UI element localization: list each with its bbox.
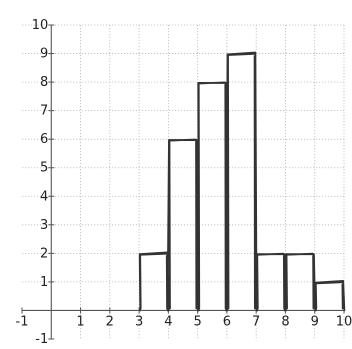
x-tick-label: 8 [281, 314, 289, 329]
x-tick-label: 7 [252, 314, 260, 329]
y-tick-label: 10 [32, 18, 49, 33]
y-tick-label: 4 [40, 189, 48, 204]
x-tick-label: 2 [106, 314, 114, 329]
histogram-bar [197, 81, 229, 312]
y-tick-label: 2 [40, 246, 48, 261]
y-tick-label: 1 [40, 275, 48, 290]
y-tick-label: 9 [40, 47, 48, 62]
x-tick-label: 1 [76, 314, 84, 329]
histogram-bar [255, 252, 287, 312]
histogram-bar [138, 251, 170, 312]
tick-labels: -1 1 2 3 4 5 6 7 8 9 10 -1 1 2 3 4 5 6 7 8 9 10 [16, 18, 352, 347]
x-tick-label: -1 [16, 314, 29, 329]
y-tick-label: 8 [40, 75, 48, 90]
x-tick-label: 3 [135, 314, 143, 329]
grid-lines [22, 24, 345, 339]
y-tick-label: 7 [40, 104, 48, 119]
histogram-bar [283, 252, 317, 312]
histogram-bar [225, 51, 258, 312]
x-tick-label: 10 [336, 314, 352, 329]
y-tick-label: -1 [35, 332, 48, 347]
tick-marks [21, 24, 345, 340]
x-tick-label: 4 [164, 314, 172, 329]
y-tick-label: 5 [40, 161, 48, 176]
x-tick-label: 6 [223, 314, 231, 329]
histogram-bar [166, 138, 199, 312]
axes [22, 25, 344, 339]
x-tick-label: 5 [193, 314, 201, 329]
y-tick-label: 6 [40, 132, 48, 147]
x-tick-label: 9 [311, 314, 319, 329]
y-tick-label: 3 [40, 218, 48, 233]
histogram-bar [314, 280, 346, 312]
histogram-bars [138, 51, 346, 312]
